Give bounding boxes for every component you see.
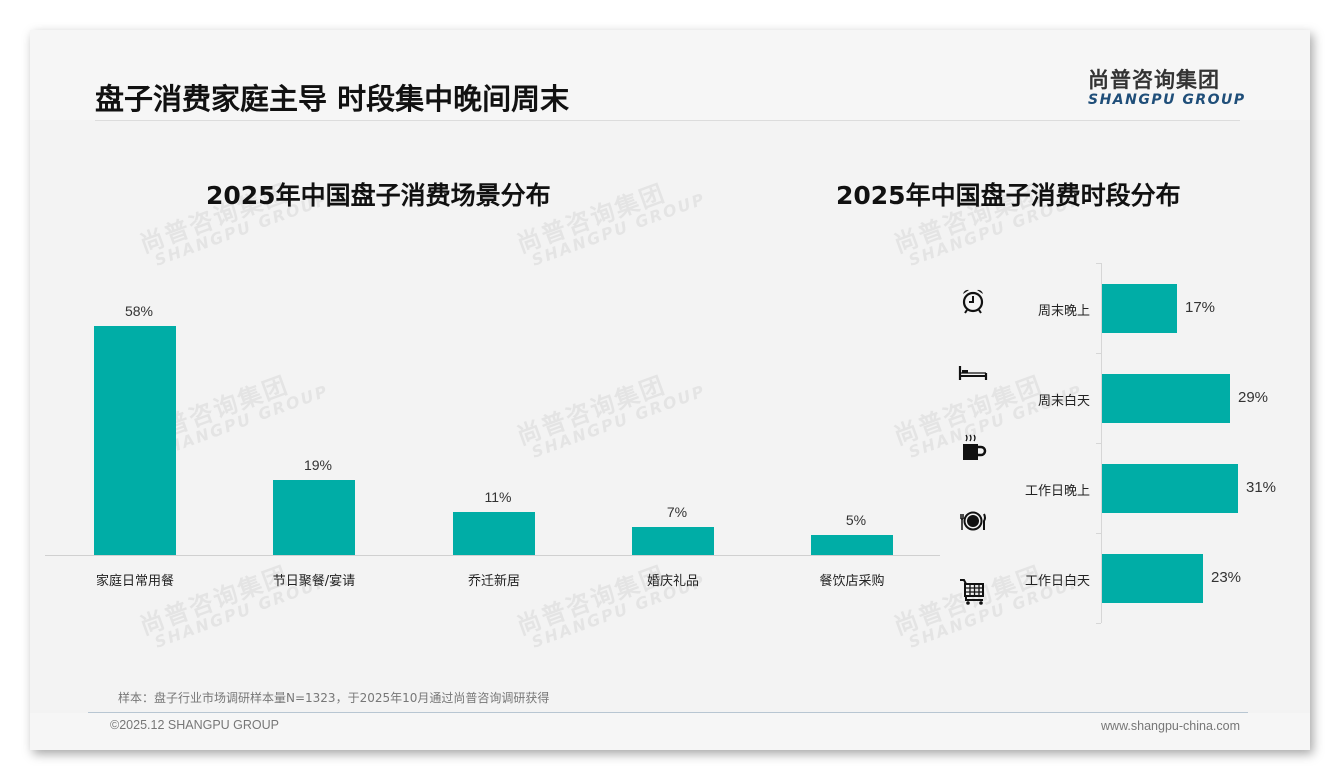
axis-tick xyxy=(1096,443,1101,444)
watermark: 尚普咨询集团 SHANGPU GROUP xyxy=(513,370,709,462)
scene-chart-title: 2025年中国盘子消费场景分布 xyxy=(206,181,551,210)
bar-value-label: 29% xyxy=(1238,389,1269,406)
bar-value-label: 5% xyxy=(845,512,867,528)
footer-band xyxy=(30,713,1310,750)
watermark: 尚普咨询集团 SHANGPU GROUP xyxy=(136,560,332,652)
bar xyxy=(811,535,893,555)
bar xyxy=(1102,554,1203,603)
bar xyxy=(453,512,535,555)
category-label: 工作日白天 xyxy=(1024,574,1090,589)
plate-cutlery-icon xyxy=(960,511,986,531)
copyright: ©2025.12 SHANGPU GROUP xyxy=(110,718,279,732)
sample-note: 样本：盘子行业市场调研样本量N=1323，于2025年10月通过尚普咨询调研获得 xyxy=(118,691,550,705)
bar-value-label: 17% xyxy=(1185,299,1216,316)
footer-divider xyxy=(88,712,1248,713)
axis-tick xyxy=(1096,263,1101,264)
website-link[interactable]: www.shangpu-china.com xyxy=(1101,719,1240,733)
bar-value-label: 7% xyxy=(666,504,688,520)
bar xyxy=(632,527,714,555)
logo-en: SHANGPU GROUP xyxy=(1088,92,1246,108)
bar-value-label: 31% xyxy=(1246,479,1277,496)
bed-icon xyxy=(958,366,988,380)
alarm-clock-icon xyxy=(962,289,984,314)
logo-cn: 尚普咨询集团 xyxy=(1088,68,1220,92)
category-label: 工作日晚上 xyxy=(1024,484,1090,499)
watermark: 尚普咨询集团 SHANGPU GROUP xyxy=(513,560,709,652)
shopping-cart-icon xyxy=(960,579,984,605)
bar-value-label: 23% xyxy=(1211,569,1242,586)
bar-value-label: 11% xyxy=(484,489,512,505)
coffee-mug-icon xyxy=(963,434,987,460)
bar xyxy=(94,326,176,555)
category-label: 节日聚餐/宴请 xyxy=(272,574,356,589)
x-axis-line xyxy=(45,555,940,556)
category-label: 周末白天 xyxy=(1037,394,1090,409)
category-label: 家庭日常用餐 xyxy=(95,574,174,589)
company-logo: 尚普咨询集团 SHANGPU GROUP xyxy=(1088,64,1246,108)
y-axis-line xyxy=(1101,263,1102,623)
header-band xyxy=(30,30,1310,120)
bar xyxy=(1102,284,1177,333)
axis-tick xyxy=(1096,533,1101,534)
category-label: 周末晚上 xyxy=(1037,304,1090,319)
bar xyxy=(1102,464,1238,513)
category-label: 乔迁新居 xyxy=(467,574,520,589)
category-label: 餐饮店采购 xyxy=(819,574,885,589)
page-title: 盘子消费家庭主导 时段集中晚间周末 xyxy=(95,82,570,116)
time-chart-title: 2025年中国盘子消费时段分布 xyxy=(836,181,1181,210)
axis-tick xyxy=(1096,353,1101,354)
bar xyxy=(1102,374,1230,423)
bar-value-label: 58% xyxy=(124,303,154,319)
slide: 盘子消费家庭主导 时段集中晚间周末 尚普咨询集团 SHANGPU GROUP 尚… xyxy=(30,30,1310,750)
bar xyxy=(273,480,355,555)
axis-tick xyxy=(1096,623,1101,624)
title-divider xyxy=(95,120,1240,121)
bar-value-label: 19% xyxy=(303,457,333,473)
category-label: 婚庆礼品 xyxy=(646,574,699,589)
